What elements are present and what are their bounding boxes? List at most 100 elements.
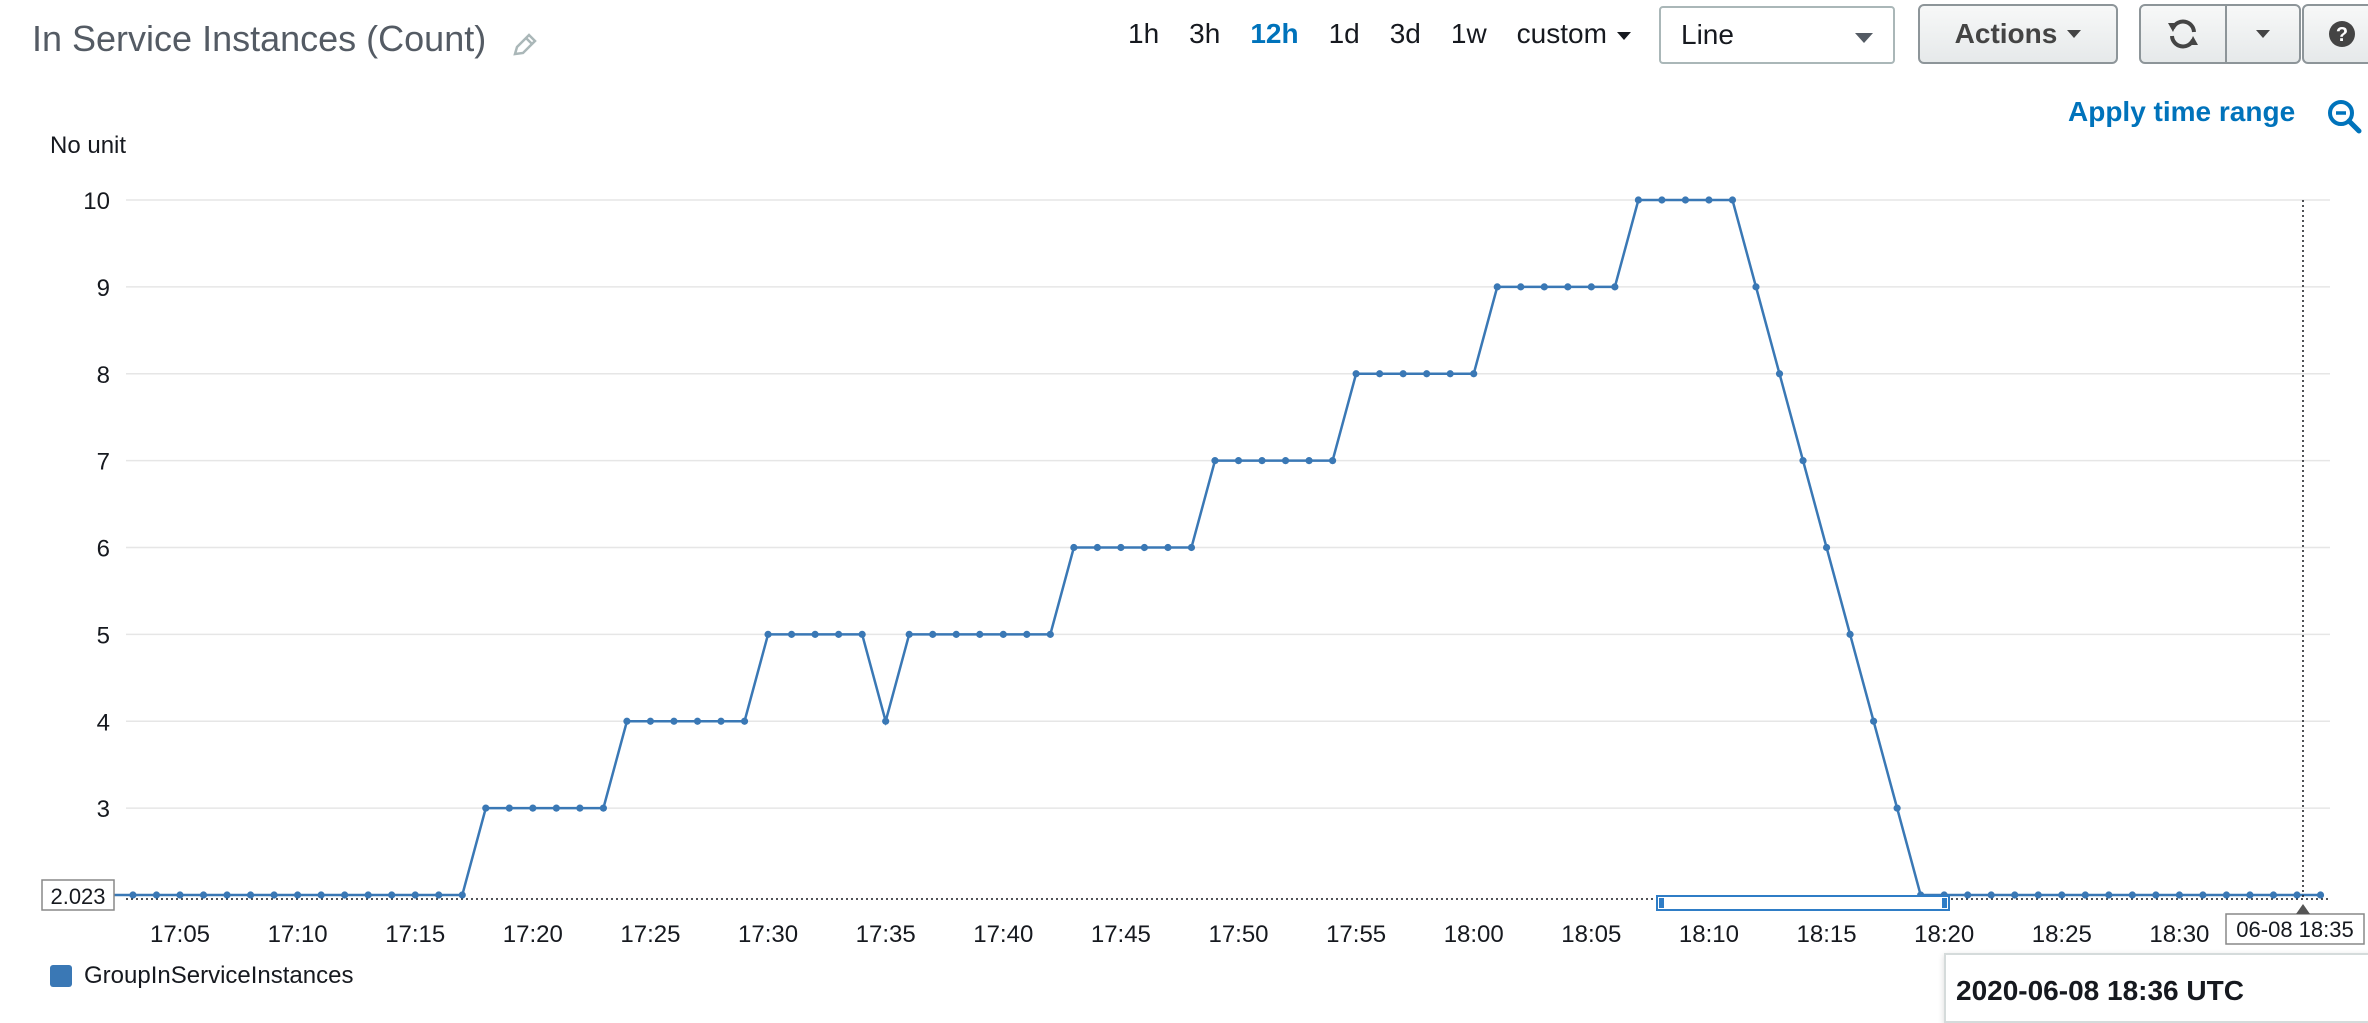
line-chart[interactable]: 3 4 5 6 7 8 9 10 17:05 17:10 17:15 17:20 17:25 17:30… [0, 0, 2368, 960]
data-point [1846, 630, 1854, 638]
x-tick-label: 18:25 [2032, 921, 2092, 948]
data-point [388, 891, 396, 899]
data-point [1117, 543, 1125, 552]
data-point [1305, 457, 1313, 465]
svg-text:?: ? [2336, 24, 2348, 46]
cursor-time-pointer [2296, 904, 2310, 914]
data-point [576, 804, 584, 812]
y-tick-label: 5 [97, 622, 110, 649]
data-point [2269, 891, 2278, 899]
pencil-icon[interactable] [510, 30, 540, 60]
data-point [341, 891, 349, 899]
data-point [882, 717, 890, 725]
range-3d[interactable]: 3d [1389, 18, 1421, 49]
data-point [623, 717, 631, 725]
cursor-value-label: 2.023 [50, 884, 105, 909]
data-point [458, 891, 466, 899]
view-type-select[interactable]: Line [1659, 6, 1895, 64]
data-point [1352, 370, 1360, 378]
x-tick-label: 17:35 [856, 921, 916, 948]
data-point [929, 630, 937, 638]
range-3h[interactable]: 3h [1189, 18, 1221, 49]
data-point [2152, 891, 2160, 899]
x-axis-ticks: 17:05 17:10 17:15 17:20 17:25 17:30 17:35 17:40… [150, 921, 2209, 948]
x-tick-label: 17:50 [1208, 921, 1268, 948]
range-12h[interactable]: 12h [1250, 18, 1299, 49]
range-1w[interactable]: 1w [1450, 18, 1487, 49]
widget-title: In Service Instances (Count) [32, 18, 487, 59]
x-tick-label: 18:20 [1914, 921, 1974, 948]
y-tick-label: 8 [97, 362, 110, 389]
data-point [1728, 196, 1737, 204]
data-point [1870, 717, 1878, 725]
help-button[interactable]: ? [2302, 4, 2368, 64]
data-point [835, 630, 843, 638]
data-point [199, 891, 208, 899]
x-tick-label: 18:00 [1444, 921, 1504, 948]
range-custom-label: custom [1516, 18, 1607, 49]
data-point [529, 804, 537, 812]
data-point [811, 630, 819, 638]
data-point [1446, 370, 1454, 378]
data-point [1987, 891, 1995, 899]
cursor-time-label: 06-08 18:35 [2236, 917, 2353, 942]
y-tick-label: 3 [97, 796, 110, 823]
data-point [670, 717, 678, 725]
chart-grid [126, 199, 2330, 900]
actions-button[interactable]: Actions [1918, 4, 2118, 64]
x-tick-label: 17:05 [150, 921, 210, 948]
data-point [129, 891, 137, 899]
legend-swatch [50, 965, 72, 987]
chevron-down-icon [2256, 30, 2270, 38]
data-point [246, 891, 255, 899]
range-handle-right [1942, 898, 1947, 908]
data-point [1164, 543, 1172, 552]
time-range-selector: 1h 3h 12h 1d 3d 1w custom [1128, 18, 1661, 50]
data-point [1234, 457, 1243, 465]
cursor-value-box [41, 879, 115, 911]
data-point [152, 891, 161, 899]
range-1d[interactable]: 1d [1328, 18, 1360, 49]
data-point [364, 891, 372, 899]
data-point [1187, 543, 1196, 552]
data-point [1964, 891, 1972, 899]
data-point [552, 804, 560, 812]
data-point [2246, 891, 2254, 899]
data-point [411, 891, 419, 899]
data-point [693, 717, 702, 725]
refresh-button[interactable] [2139, 4, 2227, 64]
data-point [1258, 457, 1266, 465]
x-tick-label: 17:25 [620, 921, 680, 948]
range-handle-left [1659, 898, 1664, 908]
range-1h[interactable]: 1h [1128, 18, 1160, 49]
time-tooltip: 2020-06-08 18:36 UTC [1944, 953, 2368, 1023]
x-tick-label: 18:15 [1797, 921, 1857, 948]
refresh-icon [2168, 19, 2198, 49]
x-tick-label: 18:10 [1679, 921, 1739, 948]
x-tick-label: 18:30 [2149, 921, 2209, 948]
range-custom[interactable]: custom [1517, 18, 1631, 50]
x-tick-label: 17:15 [385, 921, 445, 948]
data-point [1376, 370, 1384, 378]
data-point [1564, 283, 1572, 291]
y-tick-label: 4 [97, 709, 110, 736]
y-axis-ticks: 3 4 5 6 7 8 9 10 [83, 188, 110, 823]
data-point [2011, 891, 2019, 899]
y-tick-label: 9 [97, 275, 110, 302]
refresh-options-button[interactable] [2225, 4, 2301, 64]
data-point [599, 804, 608, 812]
data-point [646, 717, 655, 725]
data-point [1634, 196, 1642, 204]
chart-legend[interactable]: GroupInServiceInstances [50, 962, 353, 990]
chart-overlay: 2.023 06-08 18:35 [41, 200, 2365, 945]
data-point [999, 630, 1007, 638]
x-tick-label: 17:45 [1091, 921, 1151, 948]
apply-time-range-link[interactable]: Apply time range [2068, 96, 2296, 127]
data-point [1281, 457, 1290, 465]
data-point [1070, 543, 1078, 552]
data-point [1140, 543, 1149, 552]
zoom-out-icon[interactable] [2326, 98, 2362, 134]
data-point [787, 630, 796, 638]
x-tick-label: 17:40 [973, 921, 1033, 948]
view-type-value: Line [1681, 19, 1734, 50]
